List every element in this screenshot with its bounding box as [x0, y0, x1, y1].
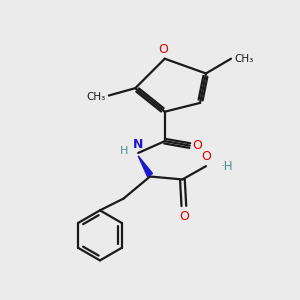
- Text: H: H: [119, 146, 128, 156]
- Text: CH₃: CH₃: [87, 92, 106, 102]
- Text: O: O: [179, 210, 189, 224]
- Polygon shape: [138, 156, 152, 177]
- Text: O: O: [193, 139, 202, 152]
- Text: N: N: [133, 139, 143, 152]
- Text: CH₃: CH₃: [234, 54, 253, 64]
- Text: O: O: [201, 150, 211, 163]
- Text: ·H: ·H: [221, 160, 233, 173]
- Text: O: O: [158, 43, 168, 56]
